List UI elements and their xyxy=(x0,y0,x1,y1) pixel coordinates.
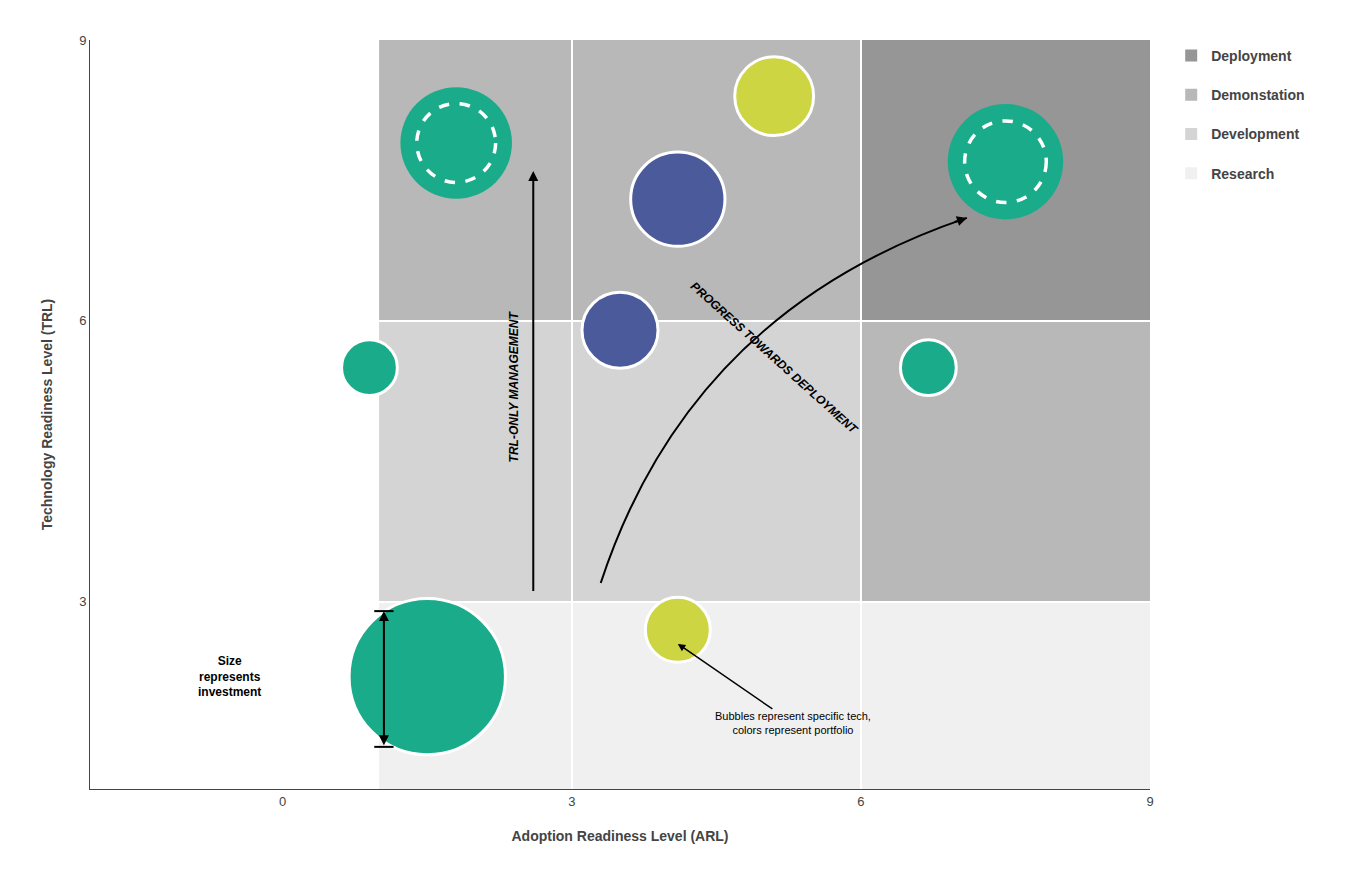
svg-text:3: 3 xyxy=(568,794,575,809)
svg-text:0: 0 xyxy=(279,794,286,809)
svg-text:Research: Research xyxy=(1211,166,1274,182)
svg-text:Technology Readiness Level (TR: Technology Readiness Level (TRL) xyxy=(39,299,55,531)
svg-text:Adoption Readiness Level (ARL): Adoption Readiness Level (ARL) xyxy=(511,828,728,844)
svg-text:Bubbles represent specific tec: Bubbles represent specific tech,colors r… xyxy=(715,710,871,736)
svg-text:3: 3 xyxy=(79,594,86,609)
svg-text:9: 9 xyxy=(79,33,86,48)
svg-text:PROGRESS TOWARDS DEPLOYMENT: PROGRESS TOWARDS DEPLOYMENT xyxy=(688,279,861,437)
svg-text:9: 9 xyxy=(1146,794,1153,809)
svg-text:Development: Development xyxy=(1211,126,1299,142)
svg-text:Sizerepresentsinvestment: Sizerepresentsinvestment xyxy=(198,654,261,699)
svg-text:Deployment: Deployment xyxy=(1211,48,1291,64)
svg-text:6: 6 xyxy=(857,794,864,809)
svg-text:Demonstation: Demonstation xyxy=(1211,87,1304,103)
svg-text:6: 6 xyxy=(79,313,86,328)
svg-text:TRL-ONLY MANAGEMENT: TRL-ONLY MANAGEMENT xyxy=(507,311,521,463)
